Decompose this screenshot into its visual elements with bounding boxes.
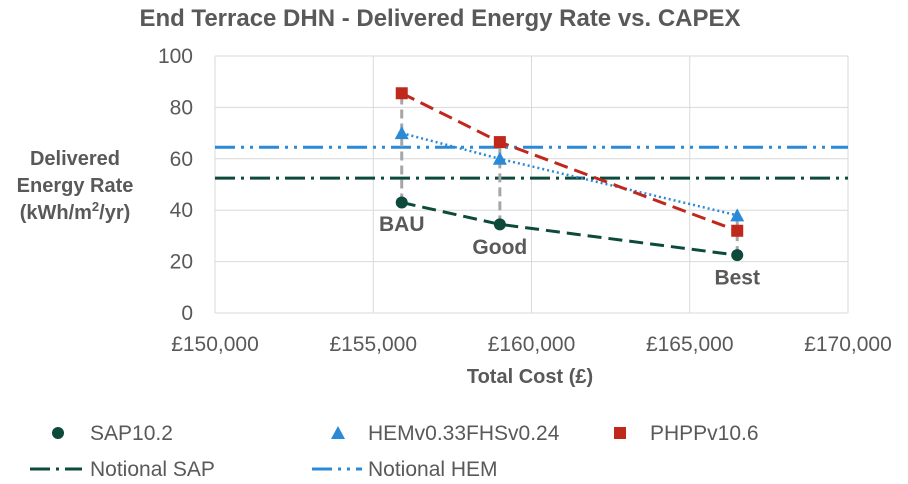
legend-label: PHPPv10.6 bbox=[650, 422, 759, 445]
y-axis-label-unit-start: (kWh/m bbox=[20, 202, 92, 224]
y-axis-label-line-2: Energy Rate bbox=[17, 175, 134, 197]
x-axis-label: Total Cost (£) bbox=[467, 366, 593, 388]
y-tick-label: 100 bbox=[158, 45, 193, 68]
chart-title: End Terrace DHN - Delivered Energy Rate … bbox=[139, 5, 740, 32]
y-tick-label: 20 bbox=[170, 251, 193, 274]
legend-label: Notional SAP bbox=[90, 458, 215, 481]
legend-marker-triangle bbox=[331, 426, 345, 439]
series-line-sap10-2 bbox=[401, 201, 738, 257]
legend-marker-square bbox=[614, 427, 626, 439]
y-axis-label-superscript: 2 bbox=[92, 199, 99, 214]
annotation-bau: BAU bbox=[379, 213, 425, 236]
reference-lines bbox=[215, 145, 848, 180]
series-line-hemv0-33fhsv0-24 bbox=[401, 131, 738, 217]
legend-label: SAP10.2 bbox=[90, 422, 173, 445]
annotation-best: Best bbox=[714, 267, 760, 290]
legend-item-phppv10-6: PHPPv10.6 bbox=[614, 422, 759, 445]
legend: SAP10.2 HEMv0.33FHSv0.24 PHPPv10.6 Notional… bbox=[30, 422, 759, 481]
series-trend-lines bbox=[401, 91, 738, 257]
data-point-phppv10-6 bbox=[493, 136, 506, 149]
y-tick-label: 0 bbox=[181, 302, 193, 325]
legend-marker-circle bbox=[52, 427, 64, 439]
legend-item-sap10-2: SAP10.2 bbox=[52, 422, 173, 445]
data-point-phppv10-6 bbox=[731, 224, 744, 237]
y-axis-label-unit-end: /yr) bbox=[99, 202, 130, 224]
point-annotations: BAU Good Best bbox=[379, 213, 760, 290]
data-point-sap10-2 bbox=[731, 249, 744, 262]
data-point-hemv0-33fhsv0-24 bbox=[492, 151, 507, 165]
y-tick-label: 40 bbox=[170, 199, 193, 222]
y-tick-label: 60 bbox=[170, 148, 193, 171]
legend-item-notional-sap: Notional SAP bbox=[30, 458, 215, 481]
legend-label: Notional HEM bbox=[368, 458, 498, 481]
data-points bbox=[394, 87, 745, 262]
y-axis-label-line-1: Delivered bbox=[30, 148, 120, 170]
x-tick-label: £165,000 bbox=[646, 333, 734, 356]
x-tick-label: £155,000 bbox=[329, 333, 417, 356]
y-tick-label: 80 bbox=[170, 96, 193, 119]
data-point-hemv0-33fhsv0-24 bbox=[730, 208, 745, 222]
x-tick-label: £170,000 bbox=[804, 333, 892, 356]
legend-label: HEMv0.33FHSv0.24 bbox=[368, 422, 560, 445]
gridlines bbox=[214, 55, 849, 314]
legend-item-notional-hem: Notional HEM bbox=[312, 458, 498, 481]
data-point-sap10-2 bbox=[493, 218, 506, 231]
annotation-good: Good bbox=[472, 236, 527, 259]
y-axis-label: Delivered Energy Rate (kWh/m2/yr) bbox=[17, 148, 134, 224]
tick-labels: 0 20 40 60 80 100 £150,000 £155,000 £160,000 £165… bbox=[158, 45, 892, 356]
legend-item-hemv0-33fhsv0-24: HEMv0.33FHSv0.24 bbox=[331, 422, 560, 445]
x-tick-label: £150,000 bbox=[171, 333, 259, 356]
data-point-sap10-2 bbox=[395, 196, 408, 209]
data-point-phppv10-6 bbox=[395, 87, 408, 100]
x-tick-label: £160,000 bbox=[488, 333, 576, 356]
data-point-hemv0-33fhsv0-24 bbox=[394, 126, 409, 140]
y-axis-label-line-3: (kWh/m2/yr) bbox=[20, 199, 131, 224]
